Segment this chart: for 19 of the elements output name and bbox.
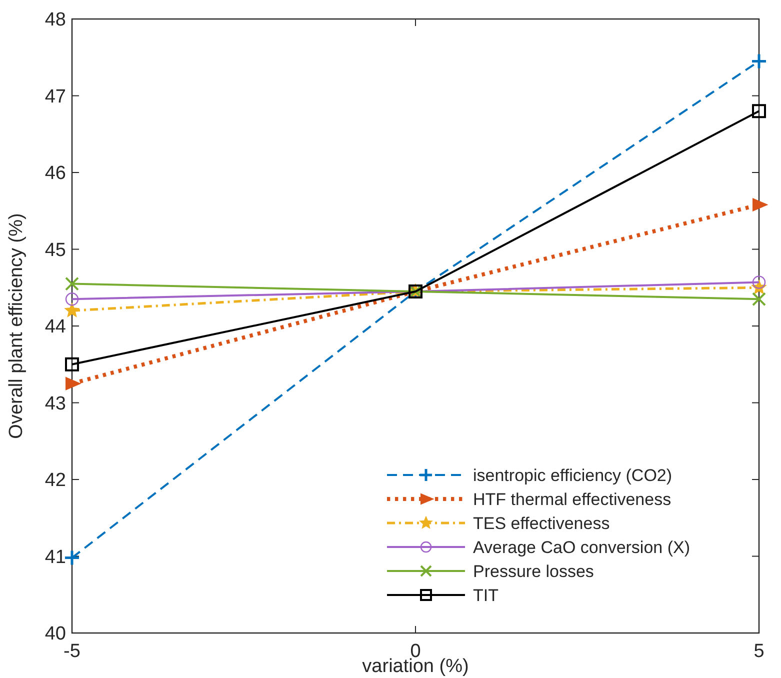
y-tick-label: 40 [44,624,66,645]
x-tick-label: 5 [754,641,764,662]
y-tick-label: 42 [44,470,66,492]
y-tick-label: 43 [44,393,66,414]
legend-label: isentropic efficiency (CO2) [473,466,672,485]
y-tick-label: 47 [44,86,66,108]
x-axis-title: variation (%) [362,656,469,677]
y-tick-label: 46 [44,163,66,184]
x-tick-label: -5 [64,641,80,662]
y-axis-title: Overall plant efficiency (%) [6,213,27,439]
legend-label: TIT [473,586,498,605]
y-tick-label: 41 [44,546,66,568]
legend-label: Pressure losses [473,562,594,581]
y-tick-label: 44 [44,316,66,338]
legend-label: TES effectiveness [473,514,610,533]
legend-label: Average CaO conversion (X) [473,538,690,557]
y-tick-label: 48 [44,10,66,31]
legend-label: HTF thermal effectiveness [473,490,672,509]
y-tick-label: 45 [44,240,66,261]
